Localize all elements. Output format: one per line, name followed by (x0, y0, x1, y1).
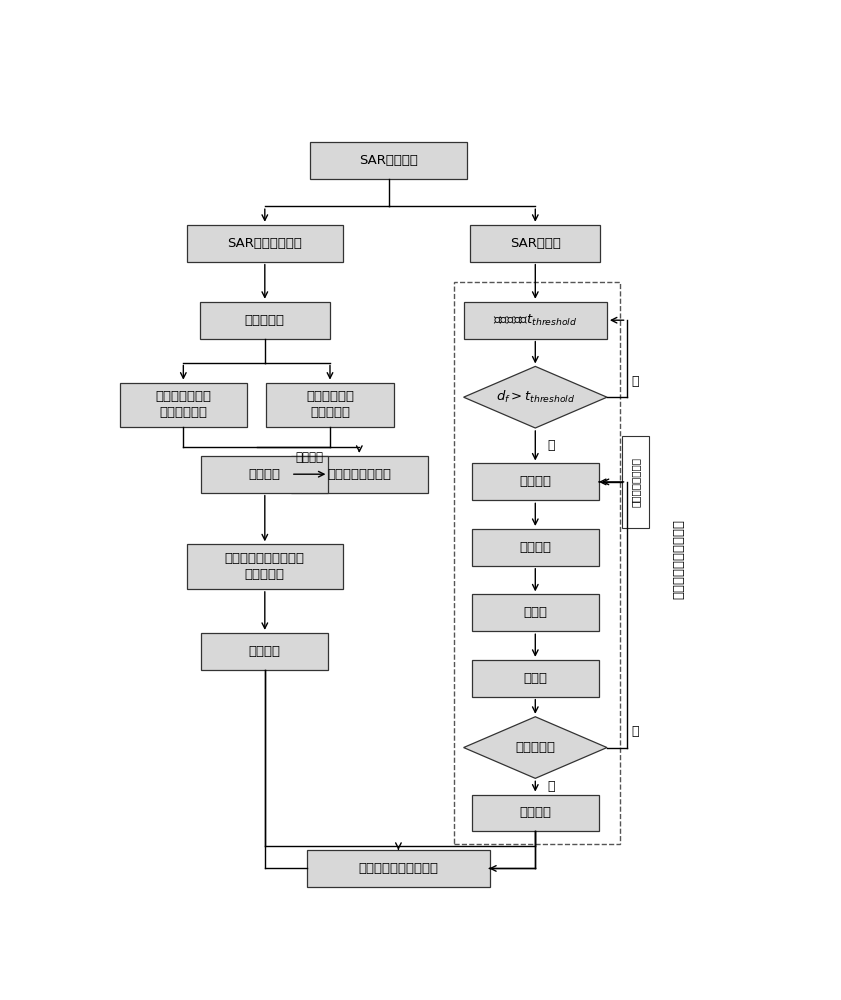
FancyBboxPatch shape (472, 795, 599, 831)
Text: 条件膨胀: 条件膨胀 (519, 541, 552, 554)
FancyBboxPatch shape (472, 594, 599, 631)
Text: SAR强度图: SAR强度图 (510, 237, 561, 250)
FancyBboxPatch shape (472, 529, 599, 566)
Text: 地理编码: 地理编码 (249, 645, 281, 658)
FancyBboxPatch shape (187, 225, 343, 262)
Text: 否: 否 (632, 725, 639, 738)
FancyBboxPatch shape (307, 850, 489, 887)
FancyBboxPatch shape (187, 544, 343, 589)
Text: 闭运算: 闭运算 (523, 672, 547, 685)
Text: 条件腐蚀: 条件腐蚀 (519, 475, 552, 488)
FancyBboxPatch shape (119, 383, 247, 427)
Text: 开运算: 开运算 (523, 606, 547, 619)
Text: 迭代求解: 迭代求解 (296, 451, 324, 464)
Text: 建筑物识别: 建筑物识别 (516, 741, 555, 754)
Polygon shape (463, 366, 607, 428)
FancyBboxPatch shape (463, 302, 607, 339)
Polygon shape (463, 717, 607, 778)
Text: 后向散射强度
的幅度阈值: 后向散射强度 的幅度阈值 (306, 390, 354, 419)
Text: 波谱统计特性的
相干系数阈值: 波谱统计特性的 相干系数阈值 (156, 390, 211, 419)
Text: 像元梯度值$t_{threshold}$: 像元梯度值$t_{threshold}$ (493, 313, 578, 328)
FancyBboxPatch shape (199, 302, 330, 339)
FancyBboxPatch shape (291, 456, 428, 493)
FancyBboxPatch shape (472, 660, 599, 697)
Text: 干涉图生成: 干涉图生成 (245, 314, 285, 327)
FancyBboxPatch shape (470, 225, 600, 262)
Text: 是: 是 (547, 780, 554, 793)
Text: 形态学梯度检测建筑物: 形态学梯度检测建筑物 (672, 519, 685, 599)
Text: 建立回归分析模型: 建立回归分析模型 (327, 468, 391, 481)
Text: 重新选取结构元素: 重新选取结构元素 (631, 457, 641, 507)
Text: SAR影像选取: SAR影像选取 (359, 154, 418, 167)
Text: SAR数据集合生成: SAR数据集合生成 (227, 237, 302, 250)
Text: 否: 否 (632, 375, 639, 388)
FancyBboxPatch shape (472, 463, 599, 500)
Text: $d_f > t_{threshold}$: $d_f > t_{threshold}$ (495, 389, 575, 405)
FancyBboxPatch shape (310, 142, 467, 179)
Text: 是: 是 (547, 439, 554, 452)
Text: 利用高程阈值粗体去建
筑物点目标: 利用高程阈值粗体去建 筑物点目标 (225, 552, 304, 581)
Text: 建筑物点目标沉降信息: 建筑物点目标沉降信息 (358, 862, 438, 875)
Text: 边缘提取: 边缘提取 (519, 806, 552, 820)
Text: 形变信息: 形变信息 (249, 468, 281, 481)
FancyBboxPatch shape (267, 383, 394, 427)
FancyBboxPatch shape (201, 633, 328, 670)
FancyBboxPatch shape (622, 436, 649, 528)
FancyBboxPatch shape (201, 456, 328, 493)
